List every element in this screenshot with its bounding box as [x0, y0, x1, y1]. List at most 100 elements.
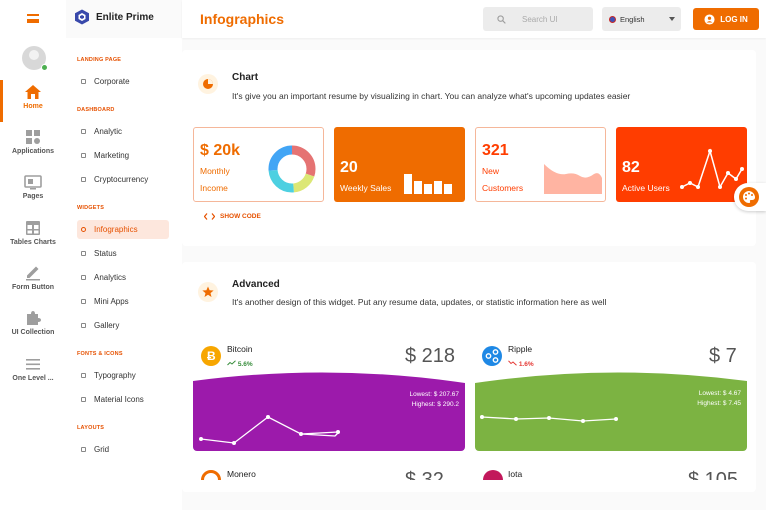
bitcoin-line-chart [193, 372, 465, 451]
avatar[interactable] [22, 46, 48, 71]
data-point [614, 417, 618, 421]
menu-item-infographics[interactable]: Infographics [77, 220, 169, 239]
side-menu [66, 38, 182, 510]
menu-item-material-icons[interactable]: Material Icons [77, 390, 169, 409]
coin-name: Ripple [508, 344, 533, 354]
coin-price: $ 105 [688, 469, 739, 480]
theme-settings-button[interactable] [734, 183, 766, 211]
search-input[interactable]: Search UI [483, 7, 593, 31]
menu-section-title: DASHBOARD [77, 107, 115, 113]
coin-highest: Highest: $ 290.2 [411, 401, 459, 408]
donut-chart [268, 145, 316, 193]
list-icon [26, 359, 40, 370]
data-point [336, 430, 340, 434]
menu-item-analytics[interactable]: Analytics [77, 268, 169, 287]
home-icon [25, 85, 41, 99]
mini-bar-chart [404, 174, 452, 194]
menu-item-cryptocurrency[interactable]: Cryptocurrency [77, 170, 169, 189]
tile-label: New [482, 166, 500, 176]
rail-item-one-level[interactable]: One Level ... [0, 356, 66, 382]
ripple-chart-panel: Lowest: $ 4.67 Highest: $ 7.45 [475, 371, 747, 451]
menu-item-analytic[interactable]: Analytic [77, 122, 169, 141]
star-icon [202, 286, 214, 297]
rail-item-ui-collection[interactable]: UI Collection [0, 310, 66, 336]
menu-item-gallery[interactable]: Gallery [77, 316, 169, 335]
rail-item-applications[interactable]: Applications [0, 129, 66, 155]
data-point [266, 415, 270, 419]
coin-highest: Highest: $ 7.45 [697, 400, 741, 407]
tile-label: Weekly Sales [340, 183, 392, 193]
puzzle-icon [27, 311, 41, 325]
donut-segment-blue [268, 145, 316, 193]
data-point [581, 419, 585, 423]
coin-name: Bitcoin [227, 344, 253, 354]
menu-item-corporate[interactable]: Corporate [77, 72, 169, 91]
tile-value: 321 [482, 142, 509, 159]
grid-icon [81, 447, 86, 452]
data-point [547, 416, 551, 420]
tile-label: Customers [482, 183, 524, 193]
menu-toggle-icon[interactable] [27, 14, 39, 23]
table-icon [26, 221, 40, 235]
section-icon [198, 74, 218, 94]
icon-rail: Home Applications Pages Tables Charts Fo… [0, 0, 66, 510]
data-point [718, 185, 722, 189]
pages-icon [24, 175, 42, 190]
page-icon [81, 251, 86, 256]
crypto-row-partial: Monero $ 32 Iota $ 105 [193, 464, 753, 480]
coin-name: Iota [508, 469, 523, 479]
menu-item-marketing[interactable]: Marketing [77, 146, 169, 165]
data-point [740, 167, 744, 171]
section-description: It's another design of this widget. Put … [232, 297, 607, 307]
section-title: Chart [232, 72, 259, 83]
menu-item-grid[interactable]: Grid [77, 440, 169, 459]
bitcoin-icon: Ƀ [201, 346, 221, 366]
coin-price: $ 7 [709, 345, 737, 367]
online-status-dot [41, 64, 48, 71]
menu-item-typography[interactable]: Typography [77, 366, 169, 385]
rail-item-home[interactable]: Home [0, 80, 66, 122]
bar [434, 181, 442, 194]
page-icon [81, 323, 86, 328]
infographic-icon [81, 227, 86, 232]
palette-icon [743, 191, 755, 203]
bar [404, 174, 412, 194]
data-point [199, 437, 203, 441]
language-select[interactable]: English [602, 7, 681, 31]
trending-up-icon [227, 360, 236, 366]
page-icon [81, 299, 86, 304]
page-icon [81, 153, 86, 158]
section-description: It's give you an important resume by vis… [232, 91, 631, 101]
login-button[interactable]: LOG IN [693, 8, 759, 30]
flag-icon [609, 15, 616, 23]
show-code-button[interactable]: SHOW CODE [204, 213, 261, 220]
ripple-icon [482, 346, 502, 366]
bar [424, 184, 432, 194]
bitcoin-chart-panel: Lowest: $ 207.67 Highest: $ 290.2 [193, 371, 465, 451]
tile-label: Monthly [200, 166, 230, 176]
donut-segment-cyan [268, 145, 316, 193]
brand-logo[interactable]: Enlite Prime [74, 9, 154, 25]
coin-price: $ 218 [405, 345, 456, 367]
coin-change: 5.6% [227, 360, 253, 368]
rail-item-form-button[interactable]: Form Button [0, 265, 66, 291]
brand-logo-icon [75, 9, 89, 25]
rail-item-pages[interactable]: Pages [0, 174, 66, 200]
menu-item-mini-apps[interactable]: Mini Apps [77, 292, 169, 311]
data-point [696, 185, 700, 189]
data-point [708, 149, 712, 153]
active-users-tile: 82 Active Users [616, 127, 747, 202]
rail-item-tables-charts[interactable]: Tables Charts [0, 220, 66, 246]
coin-name: Monero [227, 469, 256, 479]
coin-lowest: Lowest: $ 207.67 [409, 391, 459, 398]
page-icon [81, 177, 86, 182]
menu-item-status[interactable]: Status [77, 244, 169, 263]
area-series [544, 164, 602, 194]
pen-icon [26, 266, 40, 281]
page-title: Infographics [200, 11, 285, 27]
data-point [688, 181, 692, 185]
coin-price: $ 32 [405, 469, 444, 480]
tile-value: 82 [622, 159, 640, 176]
ripple-line-chart [475, 372, 747, 451]
bar [444, 184, 452, 194]
